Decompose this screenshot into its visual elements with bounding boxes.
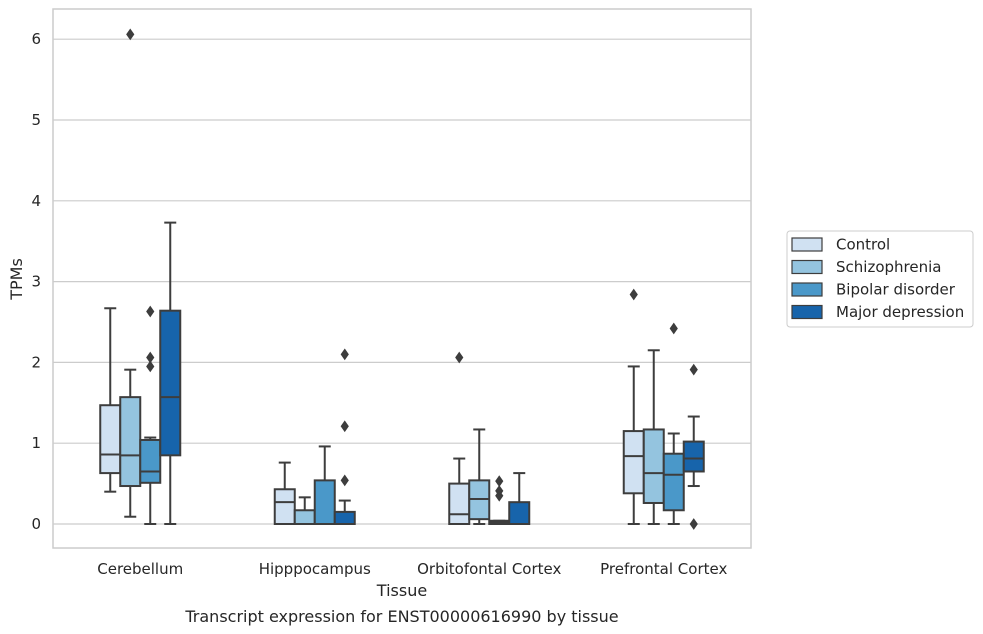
outlier-point <box>126 28 135 41</box>
box-body <box>139 438 162 484</box>
legend: Control Schizophrenia Bipolar disorder Majo… <box>786 230 974 328</box>
box <box>468 428 491 525</box>
box <box>99 307 122 493</box>
box-body <box>622 430 645 495</box>
series-major-depression <box>159 221 705 530</box>
outlier-point <box>340 420 349 433</box>
plot-border <box>52 8 752 549</box>
outlier-point <box>340 474 349 487</box>
legend-swatch <box>791 282 823 297</box>
outlier-point <box>495 475 504 488</box>
outlier-point <box>689 518 698 530</box>
outlier-point <box>340 348 349 361</box>
x-tick-labels: Cerebellum Hipppocampus Orbitofontal Corte… <box>97 560 727 578</box>
box-body <box>313 479 336 526</box>
legend-label: Bipolar disorder <box>836 281 956 299</box>
box <box>333 348 356 526</box>
y-tick-label: 2 <box>31 353 41 371</box>
y-tick-label: 0 <box>31 515 41 533</box>
box <box>682 363 705 530</box>
outlier-point <box>146 360 155 373</box>
box <box>622 288 645 525</box>
box-body <box>662 452 685 512</box>
box-body <box>159 309 182 457</box>
box <box>662 322 685 525</box>
outlier-point <box>495 485 504 497</box>
box <box>448 351 471 526</box>
outlier-point <box>629 288 638 301</box>
legend-label: Major depression <box>836 303 964 321</box>
legend-swatch <box>791 259 823 275</box>
outlier-point <box>455 351 464 364</box>
legend-label: Control <box>836 236 890 254</box>
outlier-point <box>689 363 698 376</box>
box-body <box>333 510 356 526</box>
y-tick-label: 6 <box>31 30 41 48</box>
x-tick-label: Prefrontal Cortex <box>600 560 727 578</box>
chart-caption: Transcript expression for ENST0000061699… <box>184 607 618 626</box>
y-axis-label: TPMs <box>7 258 26 301</box>
box-series <box>99 28 705 530</box>
x-tick-label: Hipppocampus <box>259 560 371 578</box>
x-axis-label: Tissue <box>376 581 427 600</box>
box-body <box>642 428 665 504</box>
outlier-point <box>669 322 678 335</box>
outlier-point <box>146 305 155 318</box>
box <box>273 461 296 526</box>
box-body <box>293 509 316 526</box>
y-tick-label: 5 <box>31 111 41 129</box>
x-tick-label: Orbitofontal Cortex <box>417 560 561 578</box>
box <box>159 221 182 525</box>
box <box>488 475 511 526</box>
box-body <box>119 396 142 488</box>
box-body <box>448 482 471 526</box>
legend-swatch <box>791 304 823 320</box>
box <box>313 445 336 526</box>
x-tick-label: Cerebellum <box>97 560 183 578</box>
box-body <box>508 501 531 525</box>
y-tick-label: 3 <box>31 273 41 291</box>
box-body <box>273 488 296 526</box>
series-bipolar-disorder <box>139 305 685 526</box>
box-body <box>99 404 122 475</box>
legend-swatch <box>791 237 823 252</box>
box <box>119 28 142 518</box>
box <box>293 496 316 526</box>
plot-frame <box>52 8 752 549</box>
legend-frame <box>786 230 974 328</box>
y-tick-labels: 0 1 2 3 4 5 6 <box>31 30 41 533</box>
y-tick-label: 1 <box>31 434 41 452</box>
box-body <box>682 440 705 473</box>
box <box>139 305 162 525</box>
series-control <box>99 288 645 526</box>
box <box>642 349 665 525</box>
box <box>508 472 531 525</box>
legend-label: Schizophrenia <box>836 258 941 276</box>
series-schizophrenia <box>119 28 665 526</box>
outlier-point <box>146 351 155 364</box>
y-tick-label: 4 <box>31 192 41 210</box>
